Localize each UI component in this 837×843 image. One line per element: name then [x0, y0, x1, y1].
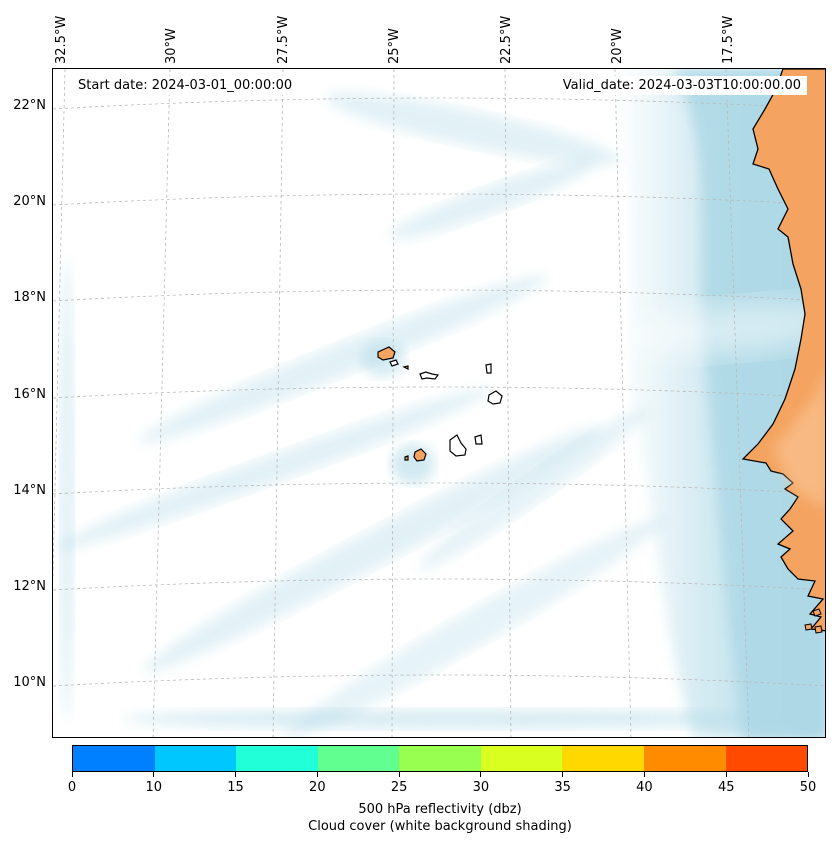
colorbar-tick-mark	[398, 772, 400, 777]
colorbar-segment	[236, 746, 318, 771]
longitude-label: 22.5°W	[499, 15, 514, 64]
graticule	[53, 69, 825, 737]
cloud-streak	[56, 389, 490, 549]
colorbar-tick-label: 25	[390, 780, 408, 795]
latitude-label: 16°N	[13, 387, 46, 402]
latitude-label: 14°N	[13, 483, 46, 498]
colorbar-tick-mark	[643, 772, 645, 777]
island-sao-nicolau	[419, 371, 440, 380]
colorbar-tick-label: 15	[227, 780, 244, 795]
colorbar-tick-mark	[562, 772, 564, 777]
colorbar-tick-label: 10	[145, 780, 163, 795]
valid-date-label: Valid_date: 2024-03-03T10:00:00.00	[556, 76, 807, 95]
cloud-gap	[623, 302, 825, 356]
colorbar-tick-label: 40	[636, 780, 653, 795]
colorbar-tick-label: 30	[472, 780, 490, 795]
cloud-streak	[282, 517, 664, 737]
colorbar-tick-label: 50	[799, 780, 817, 795]
colorbar-tick-mark	[725, 772, 727, 777]
latitude-label: 18°N	[13, 290, 46, 305]
cloud-cover-layer	[56, 69, 825, 737]
island-santa-luzia	[402, 365, 409, 370]
africa-inner-shading	[773, 373, 825, 508]
island-santiago	[449, 434, 467, 457]
latitude-label: 12°N	[13, 579, 46, 594]
reflectivity-colorbar	[72, 745, 808, 772]
colorbar-tick-mark	[235, 772, 237, 777]
cloud-streak	[389, 159, 597, 239]
colorbar-segment	[562, 746, 644, 771]
colorbar-segment	[73, 746, 155, 771]
island-brava	[404, 455, 409, 461]
cloud-streak	[138, 275, 548, 443]
colorbar-tick-label: 20	[309, 780, 326, 795]
colorbar-tick-mark	[153, 772, 155, 777]
cloud-patch	[391, 444, 435, 484]
map-canvas	[53, 69, 825, 737]
colorbar-segment	[725, 746, 808, 771]
start-date-label: Start date: 2024-03-01_00:00:00	[72, 76, 299, 95]
island-maio	[474, 434, 483, 445]
latitude-label: 22°N	[13, 98, 46, 113]
colorbar-tick-mark	[316, 772, 318, 777]
longitude-label: 17.5°W	[721, 15, 736, 64]
colorbar-segment	[480, 746, 563, 771]
island-santo-antao	[377, 346, 396, 361]
island-sao-vicente	[389, 359, 399, 367]
latitude-label: 20°N	[13, 194, 46, 209]
cloud-streak	[326, 93, 620, 165]
latitude-label: 10°N	[13, 675, 46, 690]
island-fogo	[413, 448, 427, 462]
longitude-label: 25°W	[387, 28, 402, 64]
cloud-streak	[418, 407, 648, 571]
colorbar-segment	[399, 746, 481, 771]
colorbar-tick-mark	[480, 772, 482, 777]
colorbar-tick-label: 35	[554, 780, 571, 795]
island-boa-vista	[487, 390, 503, 405]
colorbar-tick-mark	[71, 772, 73, 777]
colorbar-segment	[643, 746, 726, 771]
cape-verde-islands	[377, 346, 503, 462]
island-sal	[485, 363, 492, 374]
bissagos-islands	[804, 608, 823, 634]
colorbar-tick-mark	[807, 772, 809, 777]
colorbar-segment	[317, 746, 400, 771]
longitude-label: 27.5°W	[276, 15, 291, 64]
colorbar-tick-label: 0	[67, 780, 77, 795]
map-panel	[52, 68, 826, 738]
cloud-streak	[143, 425, 603, 673]
longitude-label: 20°W	[610, 28, 625, 64]
longitude-label: 32.5°W	[54, 15, 69, 64]
cloud-streak	[60, 259, 74, 719]
cloud-streak	[123, 709, 783, 729]
colorbar-segment	[154, 746, 237, 771]
colorbar-title: 500 hPa reflectivity (dbz)	[358, 802, 522, 817]
colorbar-subtitle: Cloud cover (white background shading)	[308, 819, 572, 834]
longitude-label: 30°W	[164, 28, 179, 64]
colorbar-tick-label: 45	[717, 780, 735, 795]
